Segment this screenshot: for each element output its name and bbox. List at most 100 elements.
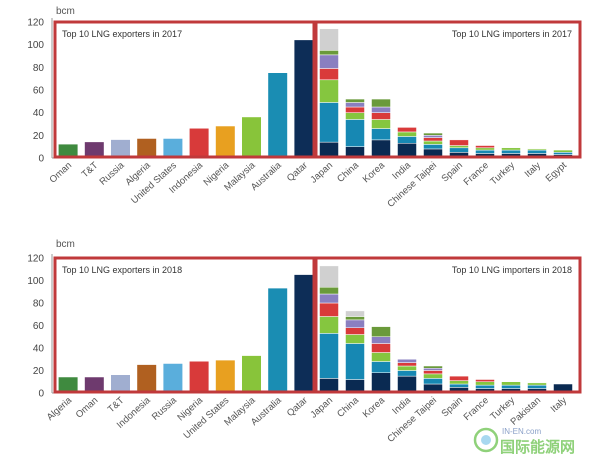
watermark-logo-icon bbox=[473, 427, 499, 453]
importer-bar-segment bbox=[527, 148, 547, 151]
x-tick-label: Italy bbox=[549, 395, 569, 415]
exporter-bar bbox=[111, 375, 130, 393]
exporters-title: Top 10 LNG exporters in 2017 bbox=[62, 29, 182, 39]
importer-bar-segment bbox=[501, 149, 521, 154]
importer-bar-segment bbox=[371, 106, 391, 113]
importer-bar-segment bbox=[501, 384, 521, 389]
watermark-text: 国际能源网 bbox=[500, 438, 575, 456]
importer-bar-segment bbox=[319, 302, 339, 317]
exporter-bar bbox=[268, 73, 288, 158]
importer-bar-segment bbox=[319, 28, 339, 51]
importer-bar-segment bbox=[397, 370, 417, 377]
y-tick-label: 120 bbox=[27, 18, 44, 29]
importer-bar-segment bbox=[371, 98, 391, 108]
watermark-small-text: IN-EN.com bbox=[502, 427, 541, 436]
importer-bar-segment bbox=[397, 359, 417, 363]
importer-bar-segment bbox=[397, 375, 417, 394]
exporter-bar bbox=[189, 128, 209, 158]
importer-bar-segment bbox=[319, 50, 339, 56]
y-tick-label: 100 bbox=[27, 276, 44, 287]
y-tick-label: 0 bbox=[38, 154, 44, 165]
importer-bar-segment bbox=[527, 382, 547, 386]
x-tick-label: Korea bbox=[361, 395, 388, 421]
importer-bar-segment bbox=[553, 149, 573, 153]
importer-bar-segment bbox=[423, 365, 443, 369]
importer-bar-segment bbox=[475, 381, 495, 386]
exporters-title: Top 10 LNG exporters in 2018 bbox=[62, 265, 182, 275]
x-tick-label: Qatar bbox=[285, 395, 310, 419]
x-tick-label: Qatar bbox=[285, 160, 310, 184]
y-tick-label: 0 bbox=[38, 389, 44, 400]
importer-bar-segment bbox=[423, 140, 443, 145]
x-tick-label: China bbox=[335, 160, 361, 185]
importer-bar-segment bbox=[501, 381, 521, 386]
importer-bar-segment bbox=[449, 139, 469, 146]
y-axis-unit: bcm bbox=[56, 6, 75, 17]
importer-bar-segment bbox=[345, 327, 365, 335]
importer-bar-segment bbox=[449, 380, 469, 385]
importer-bar-segment bbox=[371, 372, 391, 394]
x-tick-label: Russia bbox=[98, 160, 127, 188]
importer-bar-segment bbox=[345, 106, 365, 113]
importer-bar-segment bbox=[423, 144, 443, 150]
x-tick-label: Turkey bbox=[488, 160, 517, 188]
exporter-bar bbox=[242, 355, 261, 393]
importer-bar-segment bbox=[345, 343, 365, 380]
exporters-frame bbox=[53, 256, 316, 394]
importer-bar-segment bbox=[423, 137, 443, 142]
exporter-bar bbox=[137, 138, 157, 158]
importer-bar-segment bbox=[319, 333, 339, 379]
importer-bar-segment bbox=[475, 384, 495, 389]
importer-bar-segment bbox=[449, 383, 469, 388]
exporter-bar bbox=[268, 288, 288, 393]
importer-bar-segment bbox=[423, 378, 443, 385]
exporter-bar bbox=[58, 377, 78, 393]
importer-bar-segment bbox=[319, 316, 339, 334]
y-axis-unit: bcm bbox=[56, 239, 75, 250]
exporters-frame bbox=[53, 20, 316, 159]
exporter-bar bbox=[242, 117, 261, 158]
x-tick-label: Korea bbox=[361, 160, 388, 186]
importers-title: Top 10 LNG importers in 2017 bbox=[452, 29, 572, 39]
exporter-bar bbox=[111, 139, 130, 158]
importer-bar-segment bbox=[345, 98, 365, 103]
x-tick-label: Oman bbox=[48, 160, 75, 185]
exporter-bar bbox=[163, 363, 183, 393]
importer-bar-segment bbox=[423, 368, 443, 371]
importer-bar-segment bbox=[397, 127, 417, 133]
importers-frame bbox=[314, 20, 582, 159]
y-tick-label: 20 bbox=[33, 131, 45, 142]
watermark-logo-core-icon bbox=[481, 435, 491, 445]
importer-bar-segment bbox=[397, 131, 417, 137]
x-tick-label: Egypt bbox=[544, 160, 570, 185]
importer-bar-segment bbox=[371, 139, 391, 159]
importer-bar-segment bbox=[345, 310, 365, 317]
importer-bar-segment bbox=[319, 293, 339, 304]
importer-bar-segment bbox=[371, 343, 391, 353]
importer-bar-segment bbox=[345, 102, 365, 108]
importer-bar-segment bbox=[397, 136, 417, 144]
exporter-bar bbox=[294, 40, 314, 159]
x-tick-label: T&T bbox=[80, 160, 101, 180]
exporter-bar bbox=[294, 274, 314, 393]
importers-title: Top 10 LNG importers in 2018 bbox=[452, 265, 572, 275]
importer-bar-segment bbox=[423, 135, 443, 138]
y-tick-label: 20 bbox=[33, 366, 45, 377]
exporter-bar bbox=[189, 361, 209, 393]
importer-bar-segment bbox=[371, 119, 391, 129]
importer-bar-segment bbox=[371, 326, 391, 337]
x-tick-label: Oman bbox=[74, 395, 101, 420]
importer-bar-segment bbox=[319, 102, 339, 143]
importer-bar-segment bbox=[345, 112, 365, 120]
importer-bar-segment bbox=[501, 147, 521, 151]
y-tick-label: 60 bbox=[33, 321, 45, 332]
exporter-bar bbox=[215, 360, 235, 393]
importer-bar-segment bbox=[449, 145, 469, 149]
x-tick-label: Algeria bbox=[45, 395, 75, 423]
x-tick-label: Japan bbox=[308, 395, 335, 420]
x-tick-label: Spain bbox=[440, 160, 465, 184]
importer-bar-segment bbox=[527, 149, 547, 154]
